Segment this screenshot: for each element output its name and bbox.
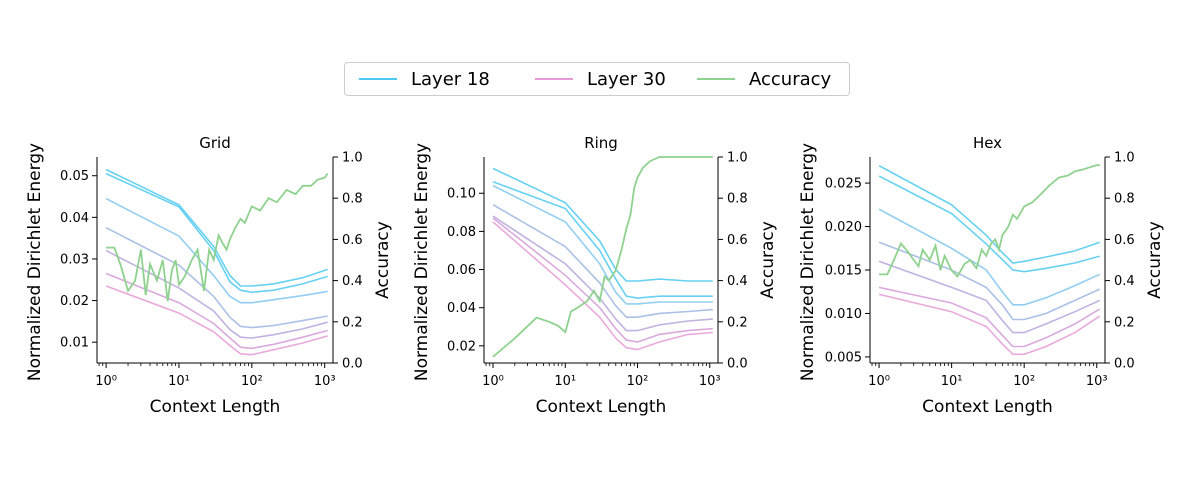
grid-ytick-label-4: 0.05	[60, 169, 89, 184]
ring-energy-line-1	[492, 167, 713, 282]
hex-energy-line-3	[878, 208, 1101, 306]
legend-label-layer-30: Layer 30	[587, 68, 666, 90]
ring-y2tick-label-1: 0.2	[727, 315, 748, 330]
grid-accuracy-line	[106, 172, 329, 302]
ring-ytick-label-2: 0.06	[447, 263, 476, 278]
ring-title: Ring	[584, 134, 618, 152]
grid-y2tick-label-3: 0.6	[342, 233, 363, 248]
hex-y2tick-label-5: 1.0	[1114, 151, 1135, 166]
hex-y2tick-label-1: 0.2	[1114, 315, 1135, 330]
ring-y2tick-label-4: 0.8	[727, 192, 748, 207]
grid-energy-line-4	[105, 226, 328, 329]
hex-y2tick-label-4: 0.8	[1114, 192, 1135, 207]
hex-y2label: Accuracy	[1145, 221, 1165, 299]
legend-swatch-accuracy	[697, 78, 735, 80]
hex-y2tick-label-3: 0.6	[1114, 233, 1135, 248]
legend-label-layer-18: Layer 18	[411, 68, 490, 90]
grid-energy-line-1	[105, 168, 328, 287]
grid-ytick-label-0: 0.01	[60, 336, 89, 351]
ring-y2tick-label-3: 0.6	[727, 233, 748, 248]
hex-title: Hex	[973, 134, 1002, 152]
legend-item-layer-30: Layer 30	[535, 63, 666, 95]
hex-y2tick-label-2: 0.4	[1114, 274, 1135, 289]
hex-energy-line-1	[878, 164, 1100, 264]
hex-accuracy-line	[879, 164, 1100, 279]
ring-ytick-label-0: 0.02	[447, 339, 476, 354]
grid-ytick-label-3: 0.04	[60, 211, 89, 226]
grid-ylabel: Normalized Dirichlet Energy	[25, 143, 45, 381]
hex-ytick-label-4: 0.025	[825, 177, 862, 192]
ring-ytick-label-3: 0.08	[447, 225, 476, 240]
grid-y2tick-label-5: 1.0	[342, 151, 363, 166]
ring-y2tick-label-2: 0.4	[727, 274, 748, 289]
ring-y2tick-label-5: 1.0	[727, 151, 748, 166]
grid-xlabel: Context Length	[150, 397, 281, 417]
grid-ytick-label-1: 0.02	[60, 294, 89, 309]
legend-item-accuracy: Accuracy	[697, 63, 831, 95]
ring-energy-line-4	[492, 204, 713, 318]
grid-y2tick-label-1: 0.2	[342, 315, 363, 330]
grid-xtick-label-1: 10¹	[168, 374, 190, 389]
ring-ytick-label-1: 0.04	[447, 301, 476, 316]
hex-xtick-label-1: 10¹	[941, 374, 963, 389]
legend: Layer 18 Layer 30 Accuracy	[344, 62, 850, 96]
grid-y2tick-label-0: 0.0	[342, 357, 363, 372]
ring-y2label: Accuracy	[758, 221, 778, 299]
grid-title: Grid	[199, 134, 230, 152]
ring-xtick-label-1: 10¹	[554, 374, 576, 389]
grid-energy-line-2	[105, 172, 328, 294]
hex-ytick-label-2: 0.015	[825, 263, 862, 278]
hex-xtick-label-0: 10⁰	[868, 374, 890, 389]
ring-accuracy-line	[492, 156, 713, 358]
hex-ytick-label-1: 0.010	[825, 307, 862, 322]
hex-xtick-label-3: 10³	[1086, 374, 1108, 389]
grid-xtick-label-3: 10³	[314, 374, 336, 389]
hex-ytick-label-0: 0.005	[825, 350, 862, 365]
hex-energy-line-5	[878, 260, 1101, 334]
hex-energy-line-2	[878, 175, 1100, 273]
hex-energy-line-4	[878, 241, 1101, 321]
ring-energy-line-5	[492, 215, 713, 332]
hex-ytick-label-3: 0.020	[825, 220, 862, 235]
ring-energy-line-3	[492, 184, 713, 305]
grid-y2tick-label-4: 0.8	[342, 192, 363, 207]
ring-y2tick-label-0: 0.0	[727, 357, 748, 372]
ring-energy-line-2	[492, 181, 713, 299]
grid-y2label: Accuracy	[373, 221, 393, 299]
ring-xtick-label-2: 10²	[627, 374, 649, 389]
hex-ylabel: Normalized Dirichlet Energy	[798, 143, 818, 381]
ring-energy-line-6	[492, 217, 713, 343]
grid-ytick-label-2: 0.03	[60, 252, 89, 267]
hex-energy-line-7	[878, 293, 1101, 356]
ring-xtick-label-3: 10³	[699, 374, 721, 389]
grid-xtick-label-0: 10⁰	[95, 374, 117, 389]
hex-y2tick-label-0: 0.0	[1114, 357, 1135, 372]
hex-xlabel: Context Length	[922, 397, 1053, 417]
grid-y2tick-label-2: 0.4	[342, 274, 363, 289]
ring-xlabel: Context Length	[536, 397, 667, 417]
legend-item-layer-18: Layer 18	[359, 63, 490, 95]
grid-energy-line-6	[105, 272, 328, 350]
ring-xtick-label-0: 10⁰	[482, 374, 504, 389]
ring-ytick-label-4: 0.10	[447, 187, 476, 202]
ring-energy-line-7	[492, 221, 713, 351]
grid-energy-line-7	[105, 285, 328, 356]
hex-xtick-label-2: 10²	[1013, 374, 1035, 389]
hex-energy-line-6	[878, 286, 1101, 348]
grid-xtick-label-2: 10²	[241, 374, 263, 389]
grid-energy-line-3	[105, 197, 328, 304]
legend-label-accuracy: Accuracy	[749, 68, 832, 90]
legend-swatch-layer-30	[535, 78, 573, 80]
grid-energy-line-5	[105, 249, 328, 339]
ring-ylabel: Normalized Dirichlet Energy	[412, 143, 432, 381]
legend-swatch-layer-18	[359, 78, 397, 80]
